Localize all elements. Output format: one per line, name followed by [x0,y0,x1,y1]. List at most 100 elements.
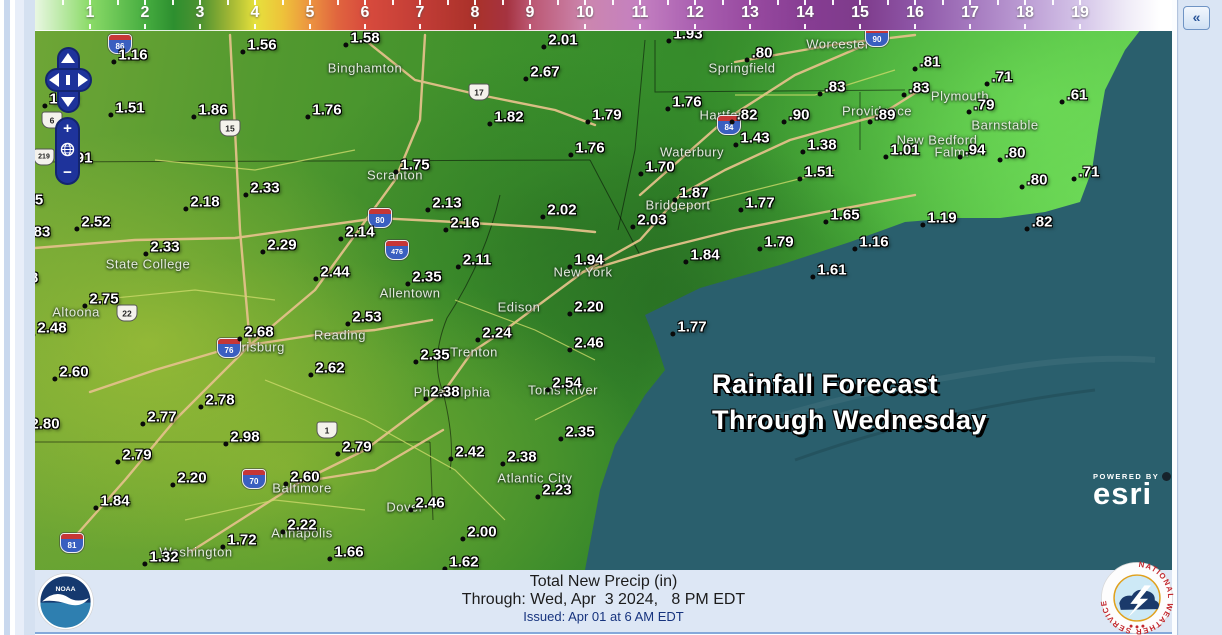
station-value-text: .80 [751,44,773,62]
station-dot [920,222,926,228]
legend-tick-mark [281,0,284,5]
station-value-text: 2.29 [267,236,297,254]
station-dot [223,441,229,447]
station-value: 1.43 [733,130,770,148]
station-value: 2.22 [280,517,317,535]
station-value-text: 2.60 [290,468,320,486]
station-value: 2.24 [475,325,512,343]
station-dot [568,152,574,158]
map-viewport[interactable]: 1 2 3 4 5 6 7 8 9 10 11 12 13 14 15 16 17 18 19 Binghamton… [35,0,1172,570]
station-value-text: 1.66 [334,543,364,561]
legend-tick-mark [804,24,806,29]
station-dot [666,38,672,44]
legend-tick-mark [1079,24,1081,29]
route-shield-17: 17 [468,83,490,101]
station-value-text: 1.77 [677,318,707,336]
interstate-shield-84: 84 [717,115,741,135]
station-value: 2.11 [455,252,491,270]
station-value-text: 1.79 [592,106,622,124]
station-value-text: 2.44 [320,263,350,281]
legend-tick-mark [969,0,971,5]
globe-extent-button[interactable] [60,142,75,160]
legend-tick-label: 5 [305,4,315,21]
map-zoom-control[interactable]: + − [55,117,80,185]
station-value: 2.16 [443,214,480,233]
legend-tick-mark [1051,0,1054,5]
station-value: .80 [1019,172,1047,190]
map-pan-control[interactable] [45,47,92,113]
station-value-text: 2.03 [637,211,667,229]
noaa-logo: NOAA [37,573,94,630]
station-dot [140,421,146,427]
legend-tick-mark [254,0,256,5]
city-label: New Bedford [896,132,978,148]
station-value: 2.42 [448,444,485,462]
station-value-text: 2.16 [450,214,480,232]
legend-tick-mark [89,24,91,29]
station-dot [442,566,448,570]
station-dot [672,197,678,203]
collapse-sidebar-button[interactable]: « [1183,6,1210,30]
station-value: 1.76 [665,94,702,112]
station-value: 2.02 [540,202,577,220]
station-value: 2.79 [335,438,372,457]
legend-tick-mark [1024,24,1026,29]
station-dot [670,331,676,337]
route-shield-22: 22 [116,304,138,322]
station-value: 2.98 [223,429,260,447]
basemap-geography [35,6,1172,570]
pan-center-marker [66,75,70,85]
zoom-out-button[interactable]: − [63,164,72,181]
station-dot [901,92,907,98]
caption-product-title: Total New Precip (in) [529,573,678,590]
shield-number: 81 [67,540,77,550]
legend-tick-mark [611,0,614,5]
zoom-in-button[interactable]: + [63,120,72,137]
station-value: 83 [35,224,50,241]
station-value: 1.79 [757,234,794,252]
station-dot [198,404,204,410]
station-dot [683,259,689,265]
interstate-shield-81: 81 [60,533,84,553]
station-value: .71 [1071,164,1099,182]
station-value-text: 1.65 [830,206,860,224]
city-label: Barnstable [971,117,1039,133]
station-value: 1.38 [800,137,837,155]
station-dot [74,226,80,232]
shield-number: 86 [115,41,125,51]
station-dot [1071,176,1077,182]
pan-right-arrow-icon[interactable] [78,73,88,87]
station-value: 1.79 [585,106,622,125]
legend-tick-mark [749,0,751,5]
pan-left-arrow-icon[interactable] [49,73,59,87]
station-value: 1.76 [568,140,605,158]
station-value: .61 [1059,87,1087,105]
station-dot [567,311,573,317]
station-value-text: 2.79 [342,438,372,456]
pan-up-arrow-icon[interactable] [61,53,75,63]
legend-tick-mark [831,0,834,5]
station-value: 2.23 [535,482,572,500]
legend-tick-mark [199,24,201,29]
station-value: 2.35 [413,346,450,365]
station-value: 2.20 [567,299,604,317]
station-dot [545,387,551,393]
right-panel: « [1172,0,1222,635]
station-value-text: 2.33 [150,238,180,256]
station-dot [665,106,671,112]
station-value: 1.77 [738,195,775,213]
pan-down-arrow-icon[interactable] [61,97,75,107]
legend-tick-label: 7 [415,4,425,21]
station-dot [52,376,58,382]
legend-tick-label: 2 [140,4,150,21]
station-value: 1.62 [442,554,479,570]
station-value-text: 1.32 [149,548,179,566]
legend-tick-label: 19 [1071,4,1089,21]
station-value-text: 2.18 [190,193,220,211]
station-value-text: 1.16 [118,46,148,64]
station-dot [957,154,963,160]
station-dot [42,103,48,109]
station-dot [345,321,351,327]
station-value: 1.16 [111,46,148,65]
station-value-text: 2.35 [420,346,450,364]
